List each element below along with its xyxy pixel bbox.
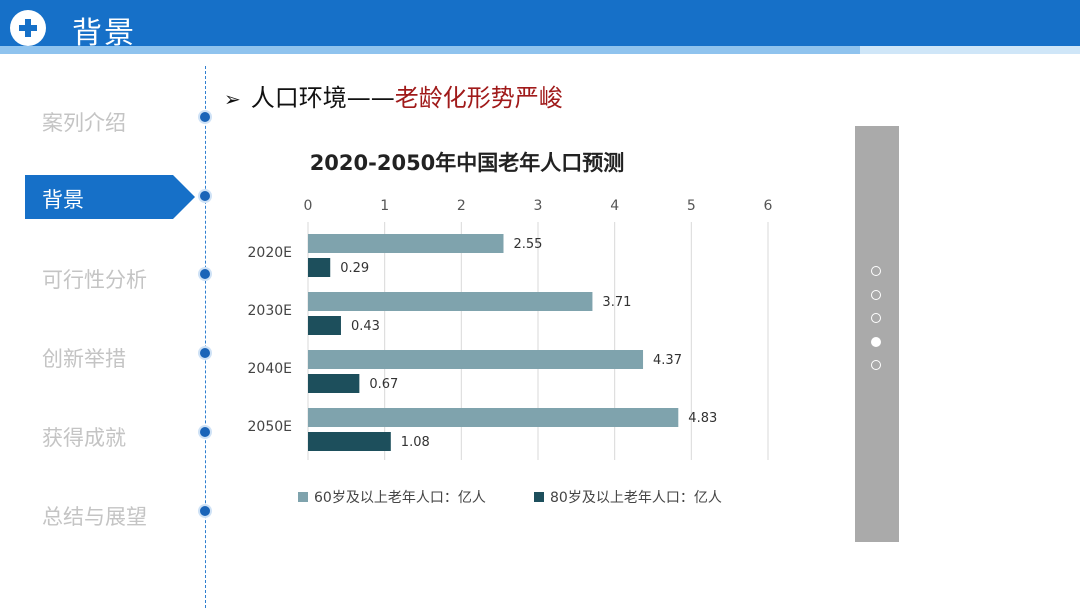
bar bbox=[308, 408, 679, 427]
nav-timeline bbox=[205, 66, 206, 608]
header-bar bbox=[0, 0, 1080, 52]
x-tick-label: 5 bbox=[687, 198, 696, 214]
chart-container: 2020-2050年中国老年人口预测 0 1 2 3 4 5 6 2020E 2030E 204… bbox=[230, 130, 810, 530]
sidebar-item-achievements[interactable]: 获得成就 bbox=[42, 426, 126, 450]
data-label: 0.67 bbox=[369, 377, 398, 392]
plus-icon[interactable] bbox=[10, 10, 46, 46]
bar bbox=[308, 432, 391, 451]
sidebar-item-case-intro[interactable]: 案列介绍 bbox=[42, 111, 126, 135]
bar bbox=[308, 234, 504, 253]
y-category-label: 2040E bbox=[248, 361, 292, 377]
x-tick-label: 1 bbox=[380, 198, 389, 214]
bar bbox=[308, 258, 331, 277]
pager-dot[interactable] bbox=[871, 289, 881, 300]
bar-chart: 2020-2050年中国老年人口预测 0 1 2 3 4 5 6 2020E 2030E 204… bbox=[248, 151, 773, 506]
legend-swatch bbox=[298, 492, 308, 502]
page-title: 背景 bbox=[72, 16, 136, 51]
pager-dot[interactable] bbox=[871, 266, 881, 276]
x-tick-label: 3 bbox=[534, 198, 543, 214]
header-accent-strip-light bbox=[860, 46, 1080, 54]
data-label: 0.43 bbox=[351, 319, 380, 334]
heading-accent: 老龄化形势严峻 bbox=[394, 84, 563, 112]
x-tick-label: 4 bbox=[610, 198, 619, 214]
arrow-bullet-icon: ➢ bbox=[224, 87, 241, 111]
legend-label: 60岁及以上老年人口：亿人 bbox=[314, 490, 486, 506]
bar bbox=[308, 316, 341, 335]
bar bbox=[308, 350, 644, 369]
section-heading: ➢ 人口环境——老龄化形势严峻 bbox=[224, 78, 563, 113]
data-label: 4.83 bbox=[688, 411, 717, 426]
bar bbox=[308, 374, 360, 393]
chart-title: 2020-2050年中国老年人口预测 bbox=[310, 151, 625, 175]
data-label: 4.37 bbox=[653, 353, 682, 368]
header-accent-strip bbox=[0, 46, 1080, 54]
data-label: 0.29 bbox=[340, 261, 369, 276]
nav-marker bbox=[200, 427, 210, 437]
data-label: 1.08 bbox=[401, 435, 430, 450]
y-category-label: 2030E bbox=[248, 303, 292, 319]
pager-dot[interactable] bbox=[871, 313, 881, 323]
active-tab-shape bbox=[25, 175, 195, 219]
sidebar-item-summary[interactable]: 总结与展望 bbox=[42, 505, 147, 529]
sidebar-item-background[interactable]: 背景 bbox=[25, 175, 195, 219]
x-tick-label: 2 bbox=[457, 198, 466, 214]
y-category-label: 2020E bbox=[248, 245, 292, 261]
sidebar-item-feasibility[interactable]: 可行性分析 bbox=[42, 268, 147, 292]
slide-pager bbox=[855, 126, 899, 542]
x-tick-label: 0 bbox=[304, 198, 313, 214]
nav-marker bbox=[200, 269, 210, 279]
legend-label: 80岁及以上老年人口：亿人 bbox=[550, 490, 722, 506]
data-label: 2.55 bbox=[514, 237, 543, 252]
x-tick-label: 6 bbox=[764, 198, 773, 214]
nav-marker bbox=[200, 112, 210, 122]
sidebar-item-label: 背景 bbox=[42, 188, 84, 212]
pager-dot[interactable] bbox=[871, 360, 881, 370]
y-category-label: 2050E bbox=[248, 419, 292, 435]
nav-marker-active bbox=[200, 191, 210, 201]
heading-prefix: 人口环境—— bbox=[250, 84, 395, 112]
bar bbox=[308, 292, 593, 311]
nav-marker bbox=[200, 506, 210, 516]
nav-marker bbox=[200, 348, 210, 358]
legend-swatch bbox=[534, 492, 544, 502]
pager-dot[interactable] bbox=[871, 336, 881, 347]
data-label: 3.71 bbox=[602, 295, 631, 310]
sidebar-item-innovation[interactable]: 创新举措 bbox=[42, 347, 126, 371]
